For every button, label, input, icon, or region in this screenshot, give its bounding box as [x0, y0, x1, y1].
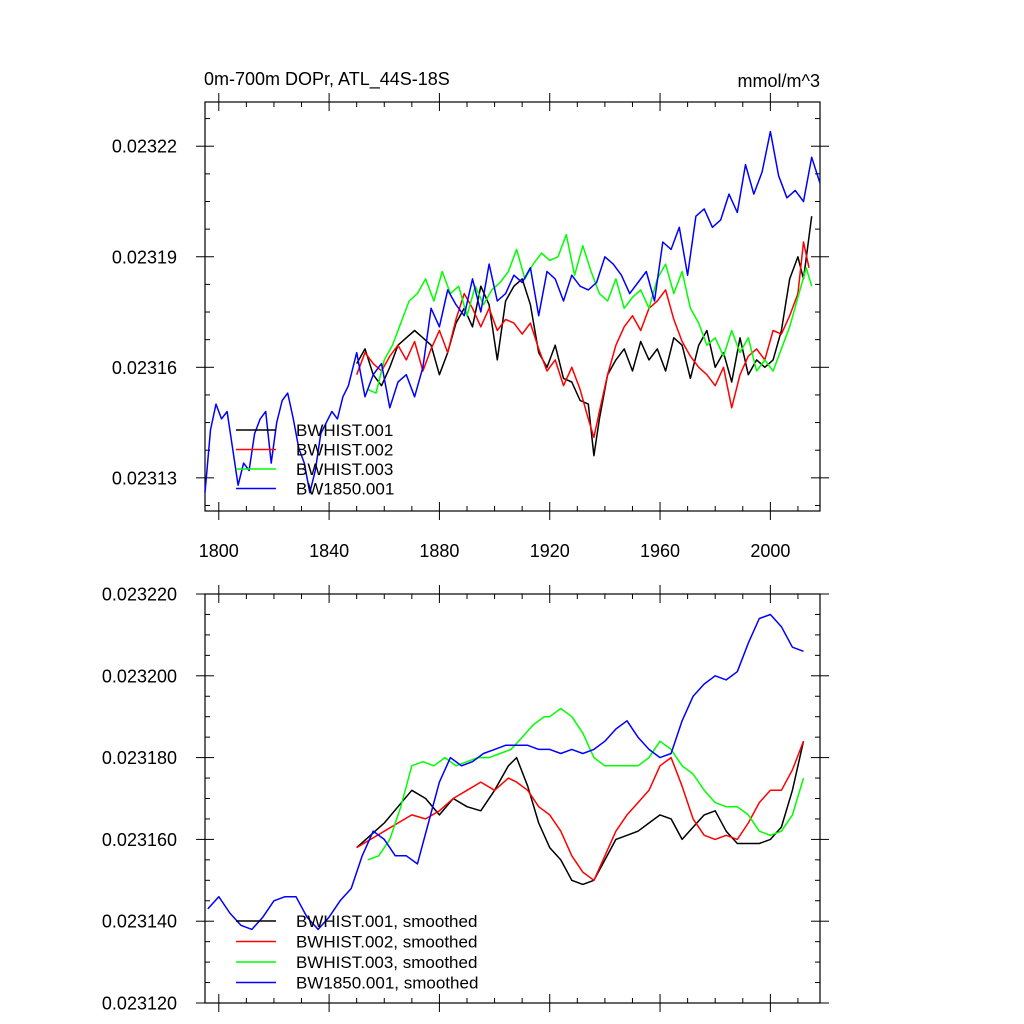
bottom-series-line-4 [207, 613, 804, 931]
top-y-tick-label: 0.02322 [112, 137, 177, 157]
top-x-tick-label: 1840 [309, 541, 349, 561]
bottom-y-tick-label: 0.023120 [102, 994, 177, 1014]
top-legend-label: BW1850.001 [296, 480, 394, 499]
top-legend-label: BWHIST.002 [296, 441, 393, 460]
bottom-legend-label: BWHIST.001, smoothed [296, 912, 477, 931]
top-y-tick-label: 0.02313 [112, 468, 177, 488]
top-plot: 1800 1840 1880 1920 1960 2000 0.02313 0.02316 0.… [112, 93, 829, 561]
top-series-line-2 [355, 241, 810, 439]
top-plot-frame [204, 101, 821, 512]
bottom-legend-label: BWHIST.002, smoothed [296, 933, 477, 952]
bottom-series-line-3 [367, 707, 805, 861]
bottom-y-tick-label: 0.023140 [102, 912, 177, 932]
top-legend-label: BWHIST.003 [296, 460, 393, 479]
top-series-line-3 [367, 233, 813, 394]
bottom-series-line-2 [356, 740, 805, 882]
top-series-line-4 [204, 130, 821, 494]
bottom-legend-label: BWHIST.003, smoothed [296, 953, 477, 972]
top-y-tick-label: 0.02319 [112, 247, 177, 267]
top-y-tick-label: 0.02316 [112, 358, 177, 378]
top-legend-label: BWHIST.001 [296, 421, 393, 440]
top-x-tick-label: 1960 [640, 541, 680, 561]
bottom-plot: 0.023120 0.023140 0.023160 0.023180 0.023200… [102, 585, 829, 1014]
bottom-y-tick-label: 0.023160 [102, 830, 177, 850]
top-series-line-1 [356, 216, 813, 457]
top-x-tick-label: 2000 [750, 541, 790, 561]
bottom-y-tick-label: 0.023180 [102, 748, 177, 768]
chart-title: 0m-700m DOPr, ATL_44S-18S [204, 69, 450, 90]
top-x-tick-label: 1880 [419, 541, 459, 561]
top-x-tick-label: 1800 [199, 541, 239, 561]
top-x-tick-label: 1920 [530, 541, 570, 561]
chart-units: mmol/m^3 [738, 71, 820, 91]
bottom-y-tick-label: 0.023220 [102, 585, 177, 605]
bottom-legend-label: BW1850.001, smoothed [296, 974, 478, 993]
bottom-y-tick-label: 0.023200 [102, 666, 177, 686]
